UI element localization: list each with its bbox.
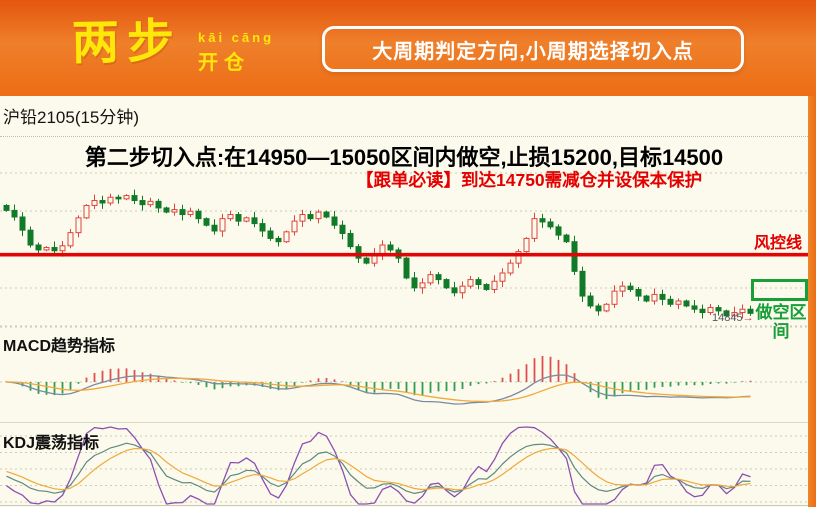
entry-instruction: 第二步切入点:在14950—15050区间内做空,止损15200,目标14500	[84, 145, 724, 170]
macd-pane-label: MACD趋势指标	[3, 338, 115, 355]
last-price-value: 14845	[712, 312, 743, 324]
logo-subtitle: 开仓	[198, 52, 250, 74]
kdj-pane-label: KDJ震荡指标	[3, 435, 100, 452]
header-bar: 两步 kāi cāng 开仓 大周期判定方向,小周期选择切入点	[0, 0, 816, 96]
chart-area: 沪铅2105(15分钟) 第二步切入点:在14950—15050区间内做空,止损…	[0, 96, 816, 507]
strategy-banner: 大周期判定方向,小周期选择切入点	[322, 26, 744, 72]
last-price-tag: 14845→	[712, 312, 754, 324]
candlestick-chart-canvas	[0, 172, 808, 506]
right-edge-accent	[808, 96, 816, 507]
title-divider	[0, 136, 808, 137]
brand-logo: 两步 kāi cāng 开仓	[71, 14, 274, 75]
logo-text-side: kāi cāng 开仓	[198, 30, 274, 75]
logo-pinyin: kāi cāng	[198, 30, 275, 45]
contract-title: 沪铅2105(15分钟)	[3, 108, 140, 127]
price-arrow-icon: →	[742, 312, 754, 324]
short-zone-box	[751, 279, 808, 301]
short-zone-label: 做空区间	[755, 303, 807, 341]
logo-text-main: 两步	[71, 14, 183, 69]
risk-line-label: 风控线	[754, 235, 803, 252]
follow-note: 【跟单必读】到达14750需减仓并设保本保护	[356, 170, 703, 190]
